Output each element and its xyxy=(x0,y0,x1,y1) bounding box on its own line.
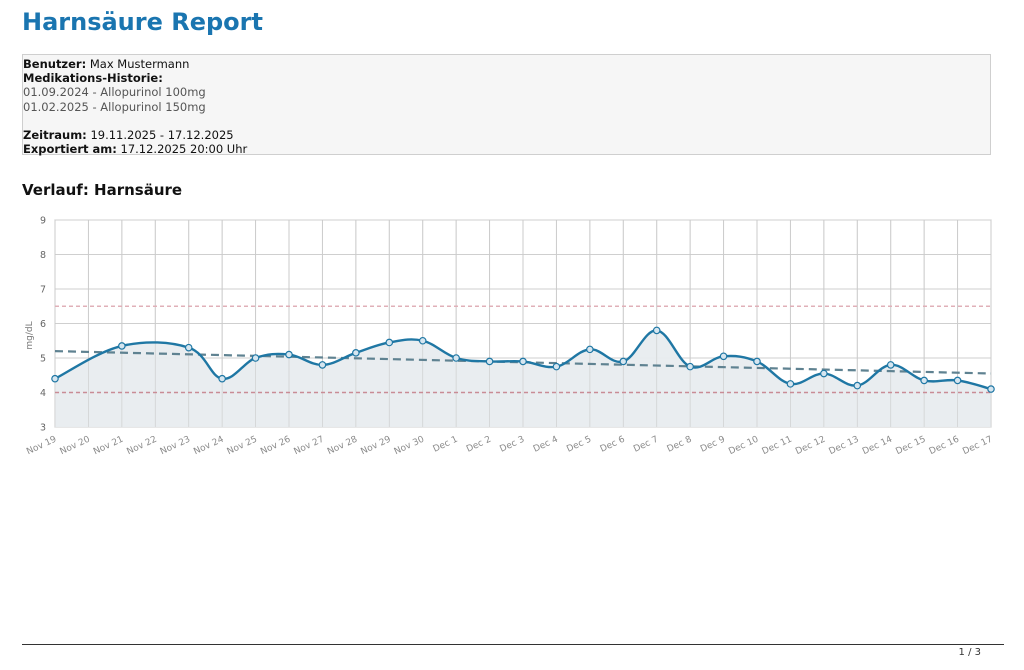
x-tick-label: Dec 1 xyxy=(432,435,460,455)
data-point xyxy=(51,374,59,383)
x-tick-label: Dec 8 xyxy=(666,435,694,455)
exported-value: 17.12.2025 20:00 Uhr xyxy=(120,142,248,157)
x-tick-label: Dec 10 xyxy=(727,435,760,458)
x-tick-label: Dec 6 xyxy=(599,435,627,455)
x-tick-label: Dec 12 xyxy=(794,435,827,457)
data-point xyxy=(686,362,694,371)
medication-entry: 01.02.2025 - Allopurinol 150mg xyxy=(23,99,206,114)
user-value: Max Mustermann xyxy=(89,57,190,71)
x-tick-label: Nov 28 xyxy=(326,435,359,458)
data-point xyxy=(953,376,962,385)
x-tick-label: Nov 20 xyxy=(59,435,92,458)
info-box: Benutzer: Max Mustermann Medikations-His… xyxy=(22,54,991,156)
y-tick-label: 3 xyxy=(40,423,46,434)
data-point xyxy=(385,338,394,347)
x-tick-label: Dec 16 xyxy=(928,435,961,458)
x-tick-label: Nov 25 xyxy=(226,435,259,458)
x-tick-label: Nov 24 xyxy=(192,435,225,458)
y-tick-label: 9 xyxy=(40,216,46,227)
y-tick-label: 4 xyxy=(40,388,46,399)
x-tick-label: Dec 17 xyxy=(961,435,994,457)
x-tick-label: Dec 13 xyxy=(828,435,861,457)
medication-history-label: Medikations-Historie: xyxy=(23,71,163,86)
y-tick-label: 6 xyxy=(40,319,46,330)
data-point xyxy=(886,361,895,369)
data-point xyxy=(853,381,862,390)
x-tick-label: Dec 2 xyxy=(465,435,493,455)
data-point xyxy=(184,343,193,352)
data-point xyxy=(285,350,293,359)
y-axis-label: mg/dL xyxy=(25,321,35,349)
data-point xyxy=(352,349,360,357)
period-line: Zeitraum: 19.11.2025 - 17.12.2025 xyxy=(23,128,990,142)
x-tick-label: Dec 9 xyxy=(699,435,727,455)
data-point xyxy=(251,354,260,362)
x-tick-label: Nov 29 xyxy=(359,435,392,458)
y-tick-label: 8 xyxy=(40,250,46,261)
data-point xyxy=(719,352,728,361)
x-tick-label: Nov 23 xyxy=(159,435,192,458)
exported-label: Exportiert am: xyxy=(23,142,117,157)
data-point xyxy=(318,361,327,369)
data-point xyxy=(987,385,995,393)
data-point xyxy=(418,336,427,345)
data-point xyxy=(519,357,527,366)
x-tick-label: Dec 3 xyxy=(498,435,526,455)
medication-entry: 01.09.2024 - Allopurinol 100mg xyxy=(23,85,206,100)
data-point xyxy=(218,374,226,383)
data-point xyxy=(820,369,828,378)
data-point xyxy=(452,354,460,362)
x-tick-label: Nov 26 xyxy=(259,435,292,458)
data-point xyxy=(619,357,628,366)
x-tick-label: Nov 30 xyxy=(393,435,426,458)
data-point xyxy=(920,376,928,385)
data-point xyxy=(786,380,795,388)
footer-divider xyxy=(22,644,1004,645)
data-point xyxy=(586,345,594,354)
x-tick-label: Nov 22 xyxy=(125,435,158,458)
x-tick-label: Nov 21 xyxy=(92,435,125,458)
x-tick-label: Dec 7 xyxy=(632,435,660,455)
report-title: Harnsäure Report xyxy=(22,8,263,36)
y-tick-label: 7 xyxy=(40,285,46,296)
data-point xyxy=(652,326,661,335)
user-label: Benutzer: xyxy=(23,57,87,71)
data-point xyxy=(485,357,494,366)
x-tick-label: Dec 14 xyxy=(861,435,894,458)
x-tick-label: Dec 11 xyxy=(761,435,794,457)
spacer xyxy=(23,114,990,128)
data-point xyxy=(118,342,126,350)
page-number: 1 / 3 xyxy=(958,647,981,658)
x-tick-label: Dec 5 xyxy=(565,435,593,455)
x-tick-label: Nov 19 xyxy=(25,435,58,458)
y-tick-label: 5 xyxy=(40,354,46,365)
medication-history-line: Medikations-Historie: xyxy=(23,71,990,85)
x-tick-label: Dec 15 xyxy=(894,435,927,457)
data-point xyxy=(753,357,761,366)
period-value: 19.11.2025 - 17.12.2025 xyxy=(90,127,234,142)
x-tick-label: Dec 4 xyxy=(532,435,560,455)
exported-line: Exportiert am: 17.12.2025 20:00 Uhr xyxy=(23,142,990,156)
x-tick-label: Nov 27 xyxy=(293,435,326,458)
data-point xyxy=(552,362,561,371)
user-line: Benutzer: Max Mustermann xyxy=(23,57,990,71)
period-label: Zeitraum: xyxy=(23,127,87,142)
section-title: Verlauf: Harnsäure xyxy=(22,181,183,199)
